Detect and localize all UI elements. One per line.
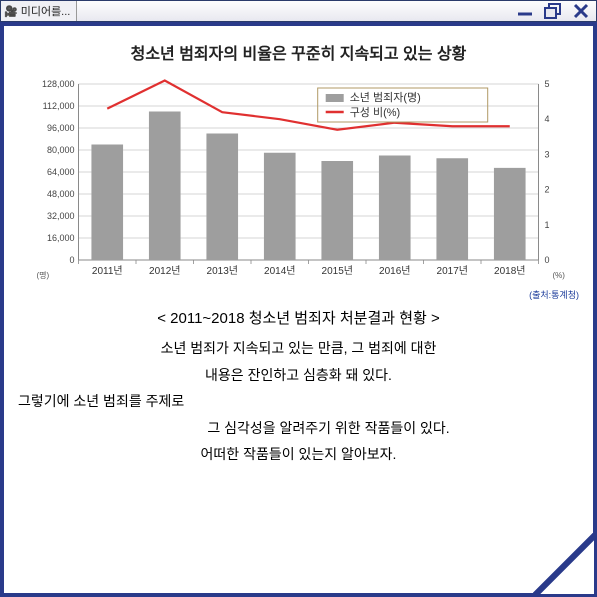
- body-line-1: 소년 범죄가 지속되고 있는 만큼, 그 범죄에 대한: [18, 336, 579, 361]
- titlebar-left: 🎥 미디어를...: [1, 1, 77, 21]
- page-frame: 청소년 범죄자의 비율은 꾸준히 지속되고 있는 상황 0 16,000 32,00…: [0, 22, 597, 597]
- svg-text:1: 1: [545, 220, 550, 230]
- svg-text:5: 5: [545, 79, 550, 89]
- svg-text:3: 3: [545, 149, 550, 159]
- svg-text:32,000: 32,000: [47, 211, 75, 221]
- svg-text:2015년: 2015년: [322, 265, 353, 277]
- close-icon: [573, 3, 589, 19]
- svg-text:2014년: 2014년: [264, 265, 295, 277]
- svg-text:구성 비(%): 구성 비(%): [350, 106, 401, 119]
- chart-svg: 016,00032,00048,00064,00080,00096,000112…: [18, 78, 579, 288]
- svg-text:128,000: 128,000: [42, 79, 75, 89]
- svg-text:2012년: 2012년: [149, 265, 180, 277]
- svg-text:(%): (%): [553, 271, 566, 280]
- titlebar: 🎥 미디어를...: [0, 0, 597, 22]
- svg-text:2016년: 2016년: [379, 265, 410, 277]
- svg-text:96,000: 96,000: [47, 123, 75, 133]
- svg-text:48,000: 48,000: [47, 189, 75, 199]
- body-line-2: 내용은 잔인하고 심층화 돼 있다.: [18, 363, 579, 388]
- chart-title: 청소년 범죄자의 비율은 꾸준히 지속되고 있는 상황: [18, 40, 579, 64]
- svg-text:2011년: 2011년: [92, 265, 123, 277]
- svg-text:112,000: 112,000: [43, 101, 75, 111]
- page-fold-icon: [533, 533, 597, 597]
- content-subtitle: < 2011~2018 청소년 범죄자 처분결과 현황 >: [18, 307, 579, 328]
- camera-icon: 🎥: [4, 5, 18, 18]
- svg-text:64,000: 64,000: [47, 167, 75, 177]
- chart-source: (출처:통계청): [18, 288, 579, 301]
- minimize-button[interactable]: [514, 3, 536, 19]
- restore-button[interactable]: [542, 3, 564, 19]
- svg-text:0: 0: [545, 255, 550, 265]
- svg-text:16,000: 16,000: [47, 233, 75, 243]
- svg-text:2018년: 2018년: [494, 265, 525, 277]
- body-text: 소년 범죄가 지속되고 있는 만큼, 그 범죄에 대한 내용은 잔인하고 심층화…: [18, 336, 579, 467]
- svg-text:(명): (명): [37, 270, 50, 280]
- minimize-icon: [516, 4, 534, 18]
- svg-text:0: 0: [69, 255, 74, 265]
- body-line-4: 그 심각성을 알려주기 위한 작품들이 있다.: [18, 416, 579, 441]
- body-line-5: 어떠한 작품들이 있는지 알아보자.: [18, 442, 579, 467]
- svg-text:4: 4: [545, 114, 550, 124]
- close-button[interactable]: [570, 3, 592, 19]
- window-controls: [514, 3, 592, 19]
- window-title: 미디어를...: [21, 3, 71, 19]
- svg-text:80,000: 80,000: [47, 145, 75, 155]
- svg-text:2017년: 2017년: [437, 265, 468, 277]
- svg-text:2013년: 2013년: [207, 265, 238, 277]
- svg-text:2: 2: [545, 185, 550, 195]
- chart: 016,00032,00048,00064,00080,00096,000112…: [18, 78, 579, 288]
- restore-icon: [544, 3, 562, 19]
- svg-text:소년 범죄자(명): 소년 범죄자(명): [350, 91, 421, 104]
- body-line-3: 그렇기에 소년 범죄를 주제로: [18, 389, 579, 414]
